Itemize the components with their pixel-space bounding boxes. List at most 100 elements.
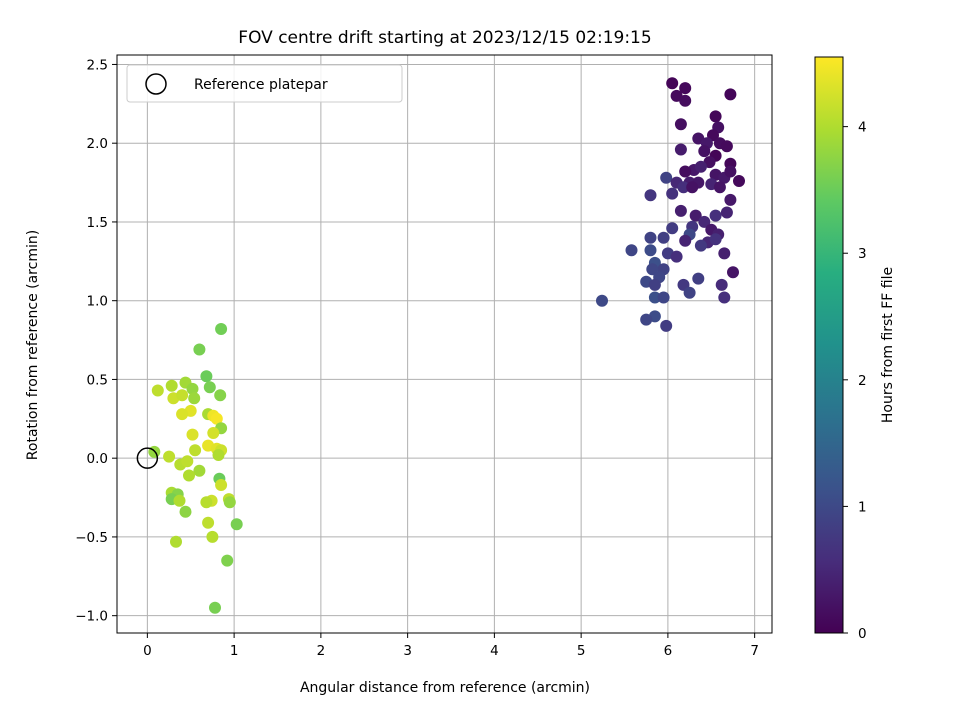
scatter-point	[183, 469, 195, 482]
scatter-points	[148, 77, 745, 614]
y-axis-label: Rotation from reference (arcmin)	[25, 230, 41, 460]
scatter-point	[176, 389, 189, 402]
scatter-point	[713, 181, 726, 194]
scatter-point	[596, 294, 608, 307]
y-tick-label: 2.5	[87, 57, 108, 73]
scatter-point	[679, 94, 692, 107]
scatter-point	[151, 384, 164, 397]
y-tick-label: −0.5	[75, 530, 108, 546]
scatter-point	[720, 206, 733, 219]
scatter-point	[686, 181, 699, 194]
chart-title: FOV centre drift starting at 2023/12/15 …	[238, 28, 651, 48]
scatter-point	[186, 382, 199, 395]
x-tick-label: 4	[490, 643, 499, 659]
scatter-point	[181, 455, 194, 468]
scatter-point	[657, 291, 670, 304]
scatter-point	[215, 479, 228, 491]
legend: Reference platepar	[126, 64, 403, 103]
scatter-point	[200, 496, 213, 509]
y-tick-label: 1.5	[87, 215, 108, 231]
scatter-point	[640, 313, 653, 326]
colorbar	[814, 56, 844, 634]
scatter-point	[724, 88, 737, 101]
scatter-point	[674, 118, 687, 131]
y-tick-label: 2.0	[87, 136, 108, 152]
scatter-point	[694, 160, 707, 173]
scatter-point	[186, 428, 199, 441]
scatter-point	[679, 165, 692, 178]
scatter-point	[698, 215, 711, 228]
x-tick-label: 1	[230, 643, 239, 659]
scatter-point	[193, 464, 206, 477]
scatter-point	[692, 272, 705, 285]
legend-entry-reference-platepar: Reference platepar	[194, 77, 328, 93]
y-axis-ticks: −1.0 −0.5 0.0 0.5 1.0 1.5 2.0 2.5	[75, 57, 117, 625]
scatter-point	[694, 239, 707, 252]
scatter-point	[202, 516, 215, 529]
scatter-point	[176, 408, 189, 421]
scatter-point	[203, 381, 216, 394]
scatter-point	[674, 204, 687, 217]
scatter-point	[718, 291, 731, 304]
scatter-point	[223, 496, 236, 509]
y-tick-label: 0.5	[87, 372, 108, 388]
scatter-point	[670, 250, 683, 263]
scatter-point	[644, 231, 657, 244]
x-tick-label: 2	[317, 643, 326, 659]
scatter-point	[709, 209, 722, 222]
x-tick-label: 5	[577, 643, 586, 659]
scatter-point	[666, 222, 679, 235]
scatter-point	[666, 77, 679, 90]
scatter-point	[727, 266, 739, 279]
grid-lines	[117, 55, 772, 633]
scatter-point	[215, 323, 228, 335]
scatter-point	[718, 247, 731, 260]
scatter-point	[683, 286, 696, 299]
x-axis-label: Angular distance from reference (arcmin)	[300, 680, 590, 696]
scatter-point	[677, 181, 690, 194]
scatter-point	[179, 505, 192, 518]
plot-frame	[116, 54, 773, 634]
colorbar-label: Hours from first FF file	[880, 267, 896, 423]
scatter-point	[206, 530, 219, 543]
scatter-point	[189, 444, 202, 457]
scatter-point	[715, 278, 728, 291]
scatter-point	[698, 145, 711, 158]
scatter-point	[207, 427, 220, 439]
colorbar-tick-label: 2	[858, 373, 867, 389]
scatter-point	[230, 518, 243, 531]
scatter-point	[644, 244, 657, 257]
scatter-point	[646, 263, 659, 276]
scatter-point	[674, 143, 687, 156]
y-tick-label: 0.0	[87, 451, 108, 467]
legend-box	[126, 64, 403, 103]
x-tick-label: 0	[143, 643, 152, 659]
scatter-point	[679, 82, 692, 95]
scatter-point	[644, 189, 657, 202]
scatter-point	[709, 233, 722, 246]
colorbar-tick-label: 0	[858, 626, 867, 642]
scatter-point	[170, 535, 182, 548]
scatter-point	[724, 165, 737, 178]
colorbar-tick-label: 3	[858, 246, 867, 262]
scatter-point	[188, 392, 201, 405]
scatter-point	[173, 494, 186, 507]
scatter-point	[165, 379, 178, 392]
scatter-point	[214, 389, 227, 402]
colorbar-ticks: 0 1 2 3 4	[843, 120, 867, 642]
reference-platepar-marker	[136, 447, 159, 469]
scatter-point	[709, 110, 722, 123]
scatter-point	[660, 171, 673, 184]
x-tick-label: 6	[664, 643, 673, 659]
x-tick-label: 7	[750, 643, 759, 659]
scatter-point	[689, 209, 702, 222]
scatter-point	[163, 450, 176, 463]
scatter-point	[657, 231, 670, 244]
scatter-point	[720, 140, 733, 153]
x-tick-label: 3	[403, 643, 412, 659]
scatter-point	[733, 175, 745, 187]
colorbar-tick-label: 1	[858, 499, 867, 515]
scatter-point	[648, 291, 661, 304]
scatter-point	[221, 554, 234, 567]
